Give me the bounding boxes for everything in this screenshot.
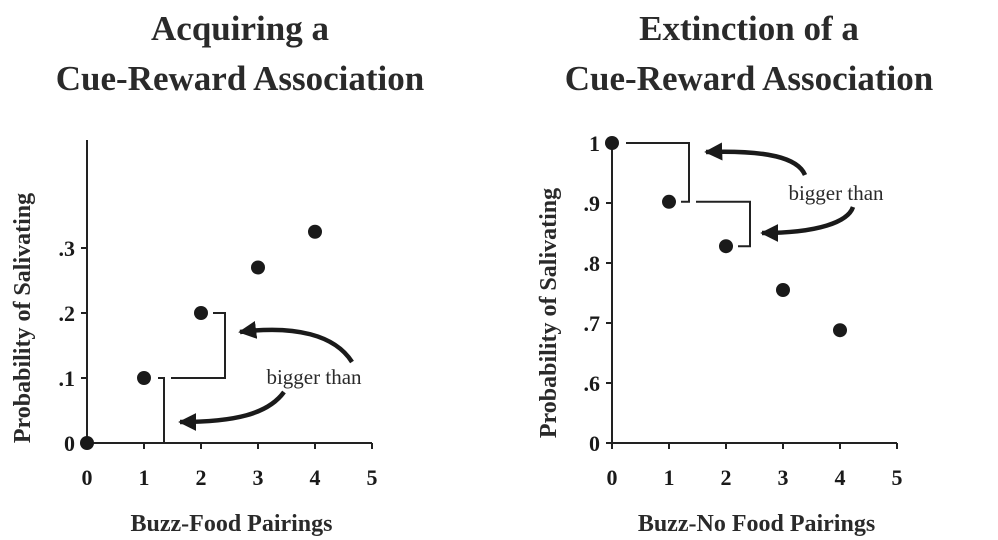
chart-panel-extinction: Extinction of a Cue-Reward Association 0… bbox=[500, 0, 998, 540]
annotation-arrow-lower bbox=[178, 390, 286, 431]
x-tick-label: 3 bbox=[253, 465, 264, 490]
data-point bbox=[833, 323, 847, 338]
x-tick-label: 2 bbox=[721, 465, 732, 490]
data-point bbox=[308, 224, 322, 239]
chart-title-line-1: Extinction of a bbox=[639, 9, 859, 48]
x-tick-label: 0 bbox=[82, 465, 93, 490]
chart-title-line-2: Cue-Reward Association bbox=[55, 59, 425, 98]
y-axis-title: Probability of Salivating bbox=[536, 188, 562, 438]
annotation-arrow-upper bbox=[704, 142, 808, 177]
annotation-text: bigger than bbox=[788, 181, 884, 205]
x-tick-label: 5 bbox=[367, 465, 378, 490]
annotation-arrow-upper bbox=[238, 321, 354, 364]
x-axis-title: Buzz-No Food Pairings bbox=[638, 511, 875, 537]
y-tick-label: .2 bbox=[59, 301, 76, 326]
annotation-text: bigger than bbox=[266, 365, 362, 389]
chart-panel-acquiring: Acquiring a Cue-Reward Association 0 1 2 3 4… bbox=[0, 0, 480, 540]
chart-title-line-1: Acquiring a bbox=[151, 9, 329, 48]
y-axis-title: Probability of Salivating bbox=[10, 193, 36, 443]
y-tick-label: .7 bbox=[584, 311, 601, 336]
y-tick-label: 0 bbox=[589, 431, 600, 456]
data-point bbox=[719, 239, 733, 254]
x-tick-label: 4 bbox=[310, 465, 321, 490]
chart-acquiring: 0 1 2 3 4 5 0 .1 .2 .3 Buzz-Food Pairings Probabili… bbox=[10, 140, 378, 537]
bracket-difference-0-1 bbox=[626, 142, 690, 203]
x-tick-label: 2 bbox=[196, 465, 207, 490]
bracket-difference-1-2 bbox=[171, 312, 226, 379]
bracket-difference-0-1 bbox=[158, 377, 165, 443]
data-point bbox=[251, 260, 265, 275]
x-axis-title: Buzz-Food Pairings bbox=[131, 511, 333, 537]
chart-title-extinction: Extinction of a Cue-Reward Association bbox=[500, 4, 998, 104]
y-tick-label: 0 bbox=[64, 431, 75, 456]
data-point bbox=[662, 194, 676, 209]
y-tick-label: .8 bbox=[584, 251, 601, 276]
data-point bbox=[605, 136, 619, 150]
x-tick-label: 4 bbox=[835, 465, 846, 490]
x-tick-label: 5 bbox=[892, 465, 903, 490]
x-tick-label: 0 bbox=[607, 465, 618, 490]
y-tick-label: .3 bbox=[59, 236, 76, 261]
y-tick-label: .6 bbox=[584, 371, 601, 396]
chart-extinction: 0 1 2 3 4 5 0 .6 .7 .8 .9 1 Buzz-No Food Pairings Pro… bbox=[536, 131, 903, 537]
chart-title-acquiring: Acquiring a Cue-Reward Association bbox=[0, 4, 480, 104]
y-tick-label: 1 bbox=[589, 131, 600, 156]
data-point bbox=[776, 283, 790, 297]
chart-title-line-2: Cue-Reward Association bbox=[564, 59, 934, 98]
data-point bbox=[194, 306, 208, 320]
y-tick-label: .9 bbox=[584, 191, 601, 216]
y-tick-label: .1 bbox=[59, 366, 76, 391]
annotation-arrow-lower bbox=[760, 206, 856, 242]
data-point bbox=[137, 371, 151, 385]
x-tick-label: 1 bbox=[139, 465, 150, 490]
x-tick-label: 1 bbox=[664, 465, 675, 490]
x-tick-label: 3 bbox=[778, 465, 789, 490]
data-point bbox=[80, 436, 94, 450]
bracket-difference-1-2 bbox=[696, 200, 751, 248]
